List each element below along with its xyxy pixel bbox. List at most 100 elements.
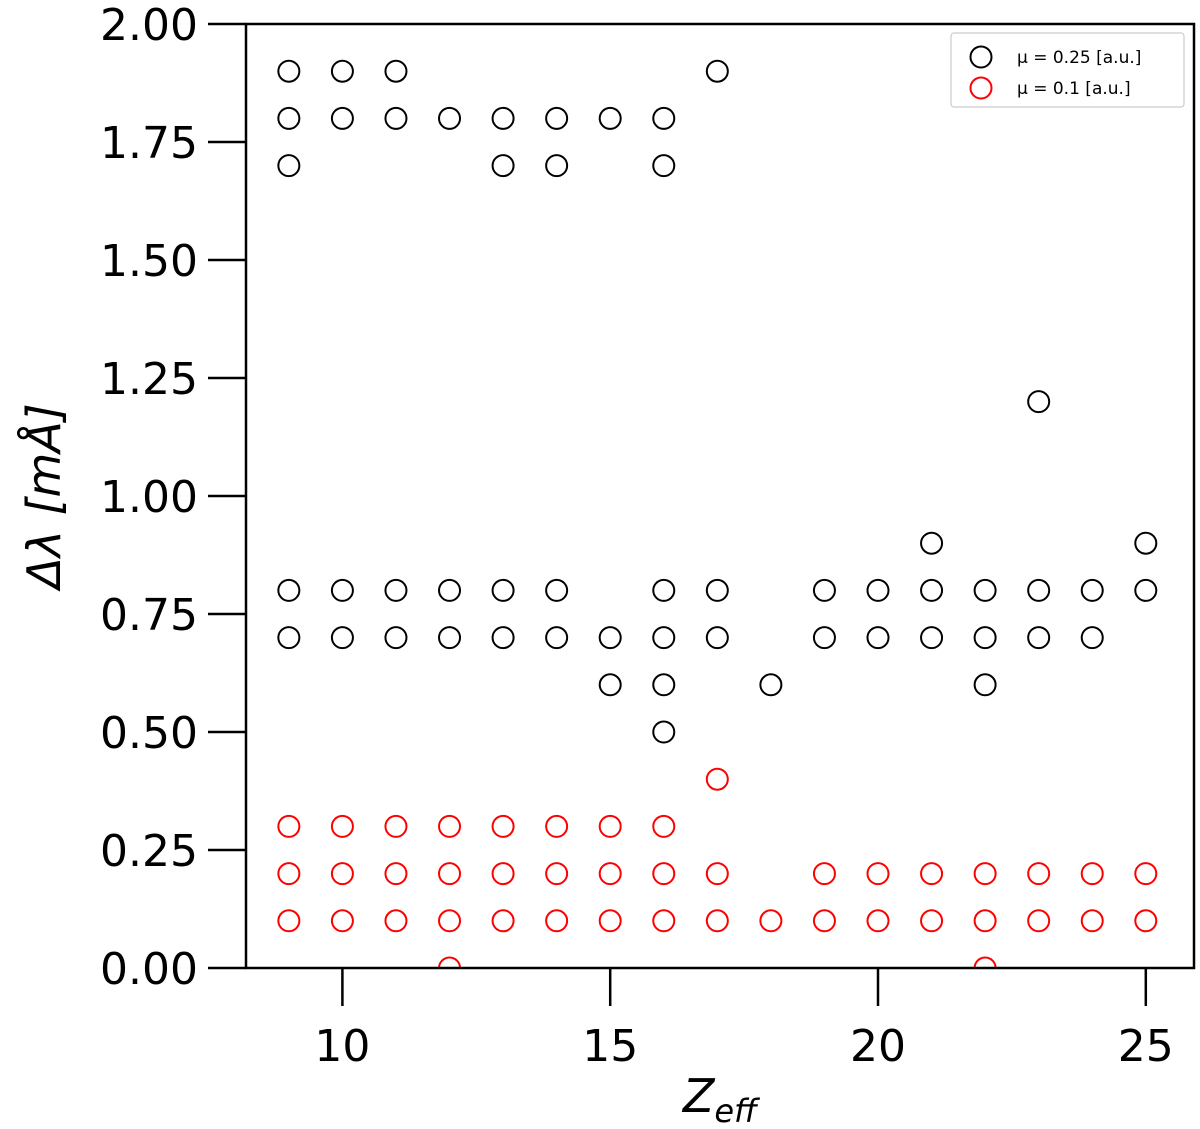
x-tick-label: 10	[314, 1021, 370, 1072]
data-point-series-1	[491, 862, 515, 886]
legend: μ = 0.25 [a.u.] μ = 0.1 [a.u.]	[950, 32, 1185, 108]
data-point-series-0	[1134, 578, 1158, 602]
data-point-series-1	[438, 814, 462, 838]
data-point-series-1	[598, 862, 622, 886]
data-point-series-0	[330, 578, 354, 602]
data-point-series-1	[812, 909, 836, 933]
data-point-series-1	[705, 909, 729, 933]
data-point-series-1	[545, 909, 569, 933]
x-tick-label: 25	[1118, 1021, 1174, 1072]
data-point-series-0	[705, 59, 729, 83]
data-point-series-1	[973, 956, 997, 968]
data-point-series-0	[973, 626, 997, 650]
data-point-series-1	[598, 814, 622, 838]
data-point-series-1	[973, 909, 997, 933]
data-point-series-0	[277, 154, 301, 178]
legend-label-mu-0.25: μ = 0.25 [a.u.]	[1017, 48, 1141, 68]
data-point-series-1	[330, 862, 354, 886]
data-point-series-1	[491, 814, 515, 838]
data-point-series-1	[277, 862, 301, 886]
y-tick-label: 2.00	[100, 0, 198, 51]
data-point-series-1	[1027, 862, 1051, 886]
data-point-series-1	[866, 862, 890, 886]
data-point-series-0	[384, 626, 408, 650]
data-point-series-0	[705, 578, 729, 602]
data-point-series-1	[652, 909, 676, 933]
data-point-series-1	[759, 909, 783, 933]
data-point-series-1	[652, 862, 676, 886]
data-point-series-0	[598, 626, 622, 650]
data-point-series-0	[277, 59, 301, 83]
data-point-series-0	[652, 720, 676, 744]
x-axis-label: Zeff	[681, 1069, 761, 1129]
data-point-series-0	[920, 626, 944, 650]
data-point-series-0	[652, 578, 676, 602]
data-point-series-1	[1134, 909, 1158, 933]
data-point-series-0	[920, 531, 944, 555]
y-tick-label: 1.25	[100, 354, 198, 405]
data-point-series-0	[438, 106, 462, 130]
data-point-series-0	[920, 578, 944, 602]
data-point-series-0	[438, 626, 462, 650]
data-point-series-0	[652, 626, 676, 650]
data-point-series-0	[1027, 390, 1051, 414]
data-point-series-0	[491, 106, 515, 130]
data-point-series-1	[384, 909, 408, 933]
data-point-series-0	[652, 673, 676, 697]
data-point-series-0	[277, 578, 301, 602]
plot-frame	[244, 22, 1196, 970]
data-point-series-0	[652, 106, 676, 130]
data-point-series-0	[491, 154, 515, 178]
y-tick-label: 1.00	[100, 472, 198, 523]
data-point-series-0	[1027, 626, 1051, 650]
data-point-series-1	[438, 862, 462, 886]
data-point-series-1	[1134, 862, 1158, 886]
data-point-series-1	[866, 909, 890, 933]
data-point-series-1	[277, 814, 301, 838]
data-point-series-0	[384, 59, 408, 83]
data-point-series-1	[545, 862, 569, 886]
x-tick-label: 15	[582, 1021, 638, 1072]
data-point-series-0	[1080, 578, 1104, 602]
data-point-series-1	[1080, 909, 1104, 933]
y-tick-label: 1.75	[100, 118, 198, 169]
x-axis-label-main: Z	[681, 1069, 716, 1123]
data-point-series-0	[598, 673, 622, 697]
data-point-series-0	[545, 154, 569, 178]
data-point-series-1	[652, 814, 676, 838]
data-point-series-1	[491, 909, 515, 933]
data-point-series-0	[866, 578, 890, 602]
data-point-series-0	[1134, 531, 1158, 555]
y-tick-label: 0.50	[100, 708, 198, 759]
data-point-series-0	[438, 578, 462, 602]
data-point-series-1	[812, 862, 836, 886]
data-point-series-0	[545, 106, 569, 130]
data-point-series-0	[330, 106, 354, 130]
legend-marker-mu-0.1	[969, 76, 993, 100]
data-point-series-0	[705, 626, 729, 650]
y-tick-label: 0.25	[100, 826, 198, 877]
data-point-series-0	[277, 106, 301, 130]
y-tick-label: 1.50	[100, 236, 198, 287]
data-point-series-1	[1080, 862, 1104, 886]
data-point-series-0	[330, 626, 354, 650]
y-axis-label: Δλ [mÅ]	[17, 403, 71, 591]
data-point-series-0	[652, 154, 676, 178]
data-point-series-1	[384, 814, 408, 838]
data-point-series-1	[277, 909, 301, 933]
data-point-series-0	[545, 578, 569, 602]
legend-box	[950, 32, 1185, 108]
y-tick-label: 0.00	[100, 944, 198, 995]
data-point-series-1	[438, 909, 462, 933]
data-point-series-1	[330, 814, 354, 838]
data-point-series-0	[545, 626, 569, 650]
data-point-series-0	[812, 578, 836, 602]
data-point-series-0	[1027, 578, 1051, 602]
data-point-series-0	[973, 578, 997, 602]
data-point-series-0	[598, 106, 622, 130]
data-point-series-0	[277, 626, 301, 650]
data-point-series-1	[545, 814, 569, 838]
data-point-series-0	[812, 626, 836, 650]
data-point-series-0	[491, 578, 515, 602]
